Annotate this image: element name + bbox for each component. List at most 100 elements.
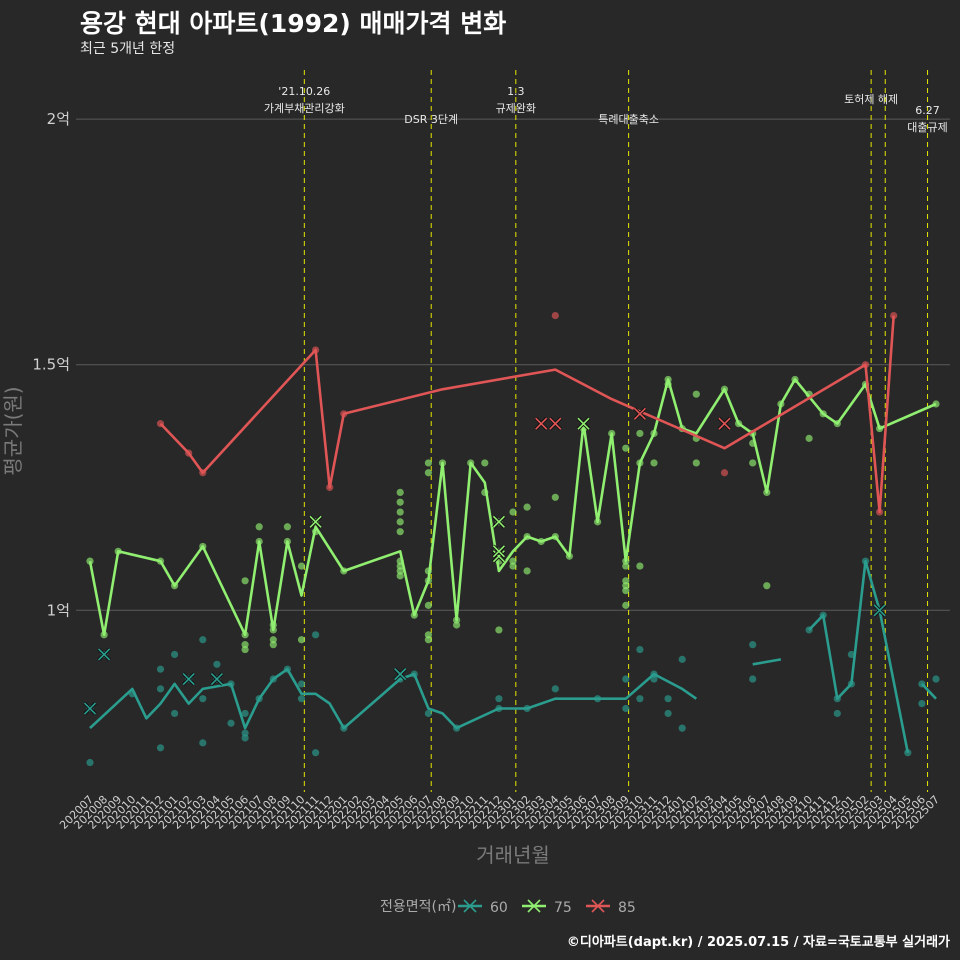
- cross-marker: [393, 667, 407, 681]
- event-label: '21.10.26: [278, 85, 330, 98]
- chart-subtitle: 최근 5개년 한정: [80, 41, 176, 57]
- data-point: [622, 601, 630, 609]
- data-point: [495, 626, 503, 634]
- grid-lines: [76, 118, 950, 611]
- x-axis-label: 거래년월: [476, 843, 550, 867]
- series-75-line: [88, 378, 937, 637]
- data-point: [241, 641, 249, 649]
- data-point: [523, 567, 531, 575]
- data-point: [424, 709, 432, 718]
- data-point: [424, 631, 432, 639]
- series-line: [752, 658, 782, 666]
- data-point: [396, 508, 404, 516]
- data-point: [241, 709, 249, 718]
- data-point: [918, 699, 926, 708]
- data-point: [199, 636, 207, 644]
- event-label: 규제완화: [496, 102, 536, 115]
- data-point: [171, 650, 179, 659]
- data-point: [424, 601, 432, 609]
- data-point: [622, 675, 630, 683]
- legend-label-85: 85: [618, 900, 636, 916]
- cross-marker: [576, 416, 591, 431]
- legend-key-cross: [463, 899, 477, 913]
- cross-marker: [83, 701, 97, 716]
- data-point: [509, 557, 517, 565]
- data-point: [297, 636, 306, 644]
- y-tick-label: 1억: [47, 601, 70, 619]
- data-point: [678, 724, 686, 732]
- data-point: [297, 680, 306, 688]
- data-point: [890, 311, 898, 320]
- data-point: [847, 650, 856, 659]
- event-label: 토허제 해제: [844, 92, 898, 106]
- data-point: [156, 744, 165, 752]
- data-point: [241, 577, 249, 585]
- data-point: [523, 503, 531, 511]
- data-point: [749, 459, 757, 467]
- y-tick-label: 2억: [47, 110, 70, 128]
- data-point: [664, 709, 672, 718]
- cross-marker: [210, 672, 224, 686]
- series-line: [88, 378, 937, 637]
- data-point: [156, 685, 165, 693]
- legend-label-75: 75: [554, 900, 572, 916]
- data-point: [213, 660, 221, 668]
- data-point: [720, 469, 729, 477]
- data-point: [636, 645, 644, 654]
- series-60-points: [86, 557, 940, 767]
- data-point: [551, 493, 559, 501]
- data-point: [312, 631, 320, 639]
- data-point: [763, 582, 771, 590]
- data-point: [481, 459, 489, 467]
- data-point: [551, 311, 559, 320]
- data-point: [424, 469, 432, 477]
- data-point: [396, 518, 404, 526]
- event-label: 가계부채관리강화: [264, 102, 345, 115]
- series-85-line: [159, 315, 895, 514]
- data-point: [904, 749, 912, 757]
- series-60-line: [89, 559, 937, 753]
- cross-marker: [872, 603, 887, 618]
- data-point: [424, 459, 432, 467]
- data-point: [509, 508, 517, 516]
- y-axis-label: 평균가(원): [1, 386, 25, 475]
- data-point: [199, 695, 207, 703]
- legend-key-cross: [527, 899, 541, 913]
- data-point: [678, 655, 686, 663]
- series-85-crosses: [534, 407, 732, 431]
- data-point: [199, 739, 207, 747]
- data-point: [297, 562, 306, 570]
- data-point: [227, 719, 235, 727]
- cross-marker: [633, 407, 647, 421]
- chart-title: 용강 현대 아파트(1992) 매매가격 변화: [80, 9, 507, 38]
- series-75-points: [86, 375, 940, 654]
- cross-marker: [308, 515, 323, 529]
- data-point: [551, 685, 559, 693]
- source-caption: ©디아파트(dapt.kr) / 2025.07.15 / 자료=국토교통부 실…: [566, 935, 950, 950]
- event-label: 1.3: [507, 85, 525, 98]
- data-point: [86, 557, 94, 565]
- series-75-crosses: [308, 416, 591, 563]
- data-point: [241, 729, 249, 737]
- cross-marker: [717, 416, 732, 431]
- data-point: [932, 675, 940, 683]
- series-60-crosses: [83, 603, 887, 716]
- data-point: [622, 577, 630, 585]
- cross-marker: [492, 544, 506, 559]
- data-point: [664, 695, 672, 703]
- data-point: [622, 444, 630, 452]
- event-label: 6.27: [915, 104, 940, 117]
- legend-key-cross: [591, 899, 605, 913]
- cross-marker: [181, 672, 196, 686]
- series-85-points: [156, 311, 898, 516]
- data-point: [495, 695, 503, 703]
- cross-marker: [492, 515, 506, 529]
- cross-marker: [97, 647, 111, 662]
- data-point: [255, 523, 263, 531]
- data-point: [269, 636, 277, 644]
- data-point: [636, 429, 644, 438]
- data-point: [283, 523, 291, 531]
- data-point: [749, 641, 757, 649]
- data-point: [396, 528, 404, 536]
- event-label: 대출규제: [907, 121, 947, 134]
